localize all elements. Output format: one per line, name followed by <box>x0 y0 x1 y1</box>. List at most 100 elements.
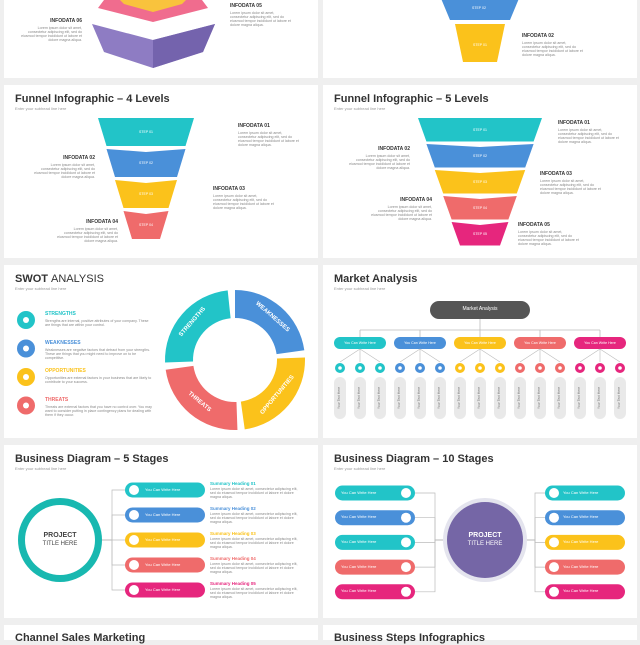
funnel-level <box>418 118 542 142</box>
stage-pill <box>335 510 415 526</box>
stage-pill <box>545 510 625 526</box>
connector <box>415 539 443 593</box>
status-glyph <box>338 366 342 370</box>
funnel-level <box>426 144 534 168</box>
info-label: INFODATA 02 <box>378 146 410 152</box>
status-glyph <box>598 366 602 370</box>
connector <box>527 539 545 593</box>
project-core <box>25 505 95 575</box>
connector <box>459 348 481 363</box>
group-box <box>514 337 566 349</box>
item-pill <box>354 377 366 419</box>
step-label: STEP 04 <box>473 205 487 210</box>
stage-label: You Can Write Here <box>145 536 181 542</box>
slide-title: SWOT <box>15 273 48 285</box>
swot-label: THREATS <box>45 396 69 403</box>
stage-pill <box>335 559 415 575</box>
swot-text: Opportunities are external factors in yo… <box>45 376 152 385</box>
item-pill <box>494 377 506 419</box>
slide-title: Funnel Infographic – 4 Levels <box>15 93 170 105</box>
info-label: INFODATA 03 <box>213 186 245 192</box>
item-label: Your Text Here <box>477 386 482 410</box>
item-pill <box>534 377 546 419</box>
group-label: You Can Write Here <box>524 340 556 345</box>
root-label: Market Analysis <box>462 306 498 312</box>
item-label: Your Text Here <box>337 386 342 410</box>
stage-icon <box>401 562 411 573</box>
status-glyph <box>538 366 542 370</box>
item-pill <box>514 377 526 419</box>
stage-icon <box>401 537 411 548</box>
item-label: Your Text Here <box>497 386 502 410</box>
connector <box>399 348 421 363</box>
item-label: Your Text Here <box>437 386 442 410</box>
info-text: Lorem ipsum dolor sit amet, consectetur … <box>238 131 299 148</box>
item-label: Your Text Here <box>517 386 522 410</box>
info-text: Lorem ipsum dolor sit amet, consectetur … <box>540 179 601 196</box>
status-glyph <box>358 366 362 370</box>
funnel-level <box>98 118 194 146</box>
stage-icon <box>129 510 139 520</box>
project-subtitle: TITLE HERE <box>42 541 78 547</box>
group-box <box>574 337 626 349</box>
funnel-level <box>443 196 517 220</box>
slide-title: Business Diagram – 10 Stages <box>334 453 494 465</box>
info-label: INFODATA 01 <box>238 123 270 129</box>
stage-icon <box>549 488 559 498</box>
stage-label: You Can Write Here <box>563 588 599 594</box>
connector <box>519 348 541 363</box>
item-label: Your Text Here <box>557 386 562 410</box>
step-label: STEP 03 <box>473 179 487 184</box>
stage-label: You Can Write Here <box>563 514 599 520</box>
stage-icon <box>129 585 139 595</box>
status-glyph <box>478 366 482 370</box>
group-label: You Can Write Here <box>584 340 616 345</box>
step-label: STEP 02 <box>472 6 486 10</box>
connector <box>539 348 561 363</box>
item-pill <box>434 377 446 419</box>
funnel-level <box>123 211 169 239</box>
status-glyph <box>418 366 422 370</box>
summary-text: Lorem ipsum dolor sit amet, consectetur … <box>210 487 298 500</box>
ring-label: WEAKNESSES <box>253 300 291 334</box>
stage-pill <box>125 582 205 598</box>
status-glyph <box>578 366 582 370</box>
info-label: INFODATA 05 <box>230 3 262 9</box>
funnel-level <box>441 0 519 20</box>
summary-text: Lorem ipsum dolor sit amet, consectetur … <box>210 562 298 575</box>
step-label: STEP 01 <box>473 43 487 47</box>
status-glyph <box>438 366 442 370</box>
step-label: STEP 02 <box>473 153 487 158</box>
summary-text: Lorem ipsum dolor sit amet, consectetur … <box>210 537 298 550</box>
swot-label: WEAKNESSES <box>45 339 81 346</box>
info-label: INFODATA 04 <box>400 197 432 203</box>
stage-icon <box>549 562 559 573</box>
group-label: You Can Write Here <box>404 340 436 345</box>
stage-label: You Can Write Here <box>341 563 377 569</box>
item-pill <box>454 377 466 419</box>
info-text: Lorem ipsum dolor sit amet, consectetur … <box>518 230 579 247</box>
status-glyph <box>618 366 622 370</box>
item-label: Your Text Here <box>597 386 602 410</box>
info-label: INFODATA 06 <box>50 18 82 24</box>
status-glyph <box>498 366 502 370</box>
swot-text: Threats are external factors that you ha… <box>45 404 152 417</box>
summary-heading: Summary Heading 03 <box>210 531 256 536</box>
stage-pill <box>125 482 205 498</box>
step-label: STEP 01 <box>473 127 487 132</box>
slide-subtitle: Enter your subhead line here <box>15 466 67 471</box>
stage-icon <box>549 537 559 548</box>
info-text: Lorem ipsum dolor sit amet, consectetur … <box>230 11 291 28</box>
item-pill <box>374 377 386 419</box>
status-glyph <box>458 366 462 370</box>
item-pill <box>594 377 606 419</box>
project-subtitle: TITLE HERE <box>467 541 503 547</box>
summary-heading: Summary Heading 04 <box>210 556 256 561</box>
stage-pill <box>545 534 625 550</box>
info-label: INFODATA 02 <box>522 33 554 39</box>
slide-title: Funnel Infographic – 5 Levels <box>334 93 489 105</box>
info-text: Lorem ipsum dolor sit amet, consectetur … <box>21 26 82 43</box>
funnel-level <box>106 149 186 177</box>
connector <box>359 348 381 363</box>
